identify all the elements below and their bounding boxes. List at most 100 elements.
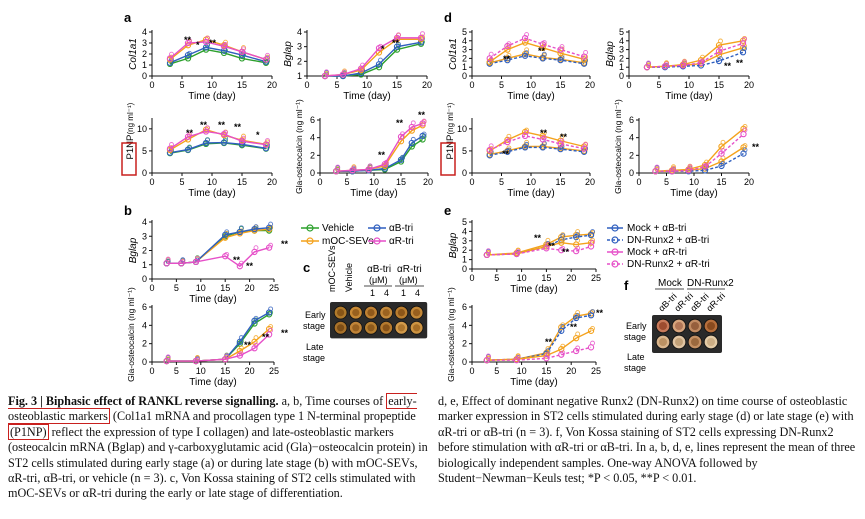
y-tick-label: 3 — [297, 42, 302, 52]
caption-title: Fig. 3 | Biphasic effect of RANKL revers… — [8, 394, 279, 408]
x-tick-label: 20 — [245, 283, 255, 293]
legend-label-mock-artri: Mock + αR-tri — [627, 247, 687, 258]
chart-b1: 0 5 10 15 20 25 0 1 2 3 4 Time (day) Bglap — [128, 217, 279, 305]
chart-a4: 0 5 10 15 20 0 2 4 6 Time (day) Gla-osteocalcin (n… — [294, 99, 433, 199]
replicate-point — [583, 57, 589, 63]
x-tick-label: 0 — [149, 80, 154, 90]
x-tick-label: 20 — [267, 80, 277, 90]
x-axis-label: Time (day) — [510, 377, 557, 388]
x-axis-label: Time (day) — [510, 284, 557, 295]
well-stain — [397, 309, 405, 317]
data-point — [184, 133, 192, 140]
p1np-highlight-box-d — [440, 142, 456, 176]
x-tick-label: 5 — [179, 177, 184, 187]
x-tick-label: 5 — [656, 80, 661, 90]
replicate-point — [704, 162, 709, 168]
panel-c-col-mocsevs: mOC-SEVs — [327, 245, 337, 292]
data-point — [557, 57, 564, 64]
x-tick-label: 0 — [469, 273, 474, 283]
panel-label-b: b — [124, 203, 132, 218]
replicate-point — [720, 148, 726, 154]
replicate-point — [742, 46, 747, 52]
chart-e2: 0 5 10 15 20 25 0 2 4 6 Time (day) Gla-osteocalcin … — [446, 287, 601, 388]
y-tick-label: 4 — [297, 27, 302, 37]
data-point — [251, 225, 258, 233]
replicate-point — [241, 46, 246, 52]
panel-c-col-vehicle: Vehicle — [344, 263, 354, 292]
replicate-point — [524, 129, 530, 135]
well-stain — [413, 309, 421, 317]
data-point — [184, 39, 192, 47]
data-point — [202, 139, 210, 147]
significance-mark: ** — [560, 132, 568, 142]
well-stain — [367, 324, 375, 332]
replicate-point — [590, 340, 595, 346]
chart-a2: 0 5 10 15 20 1 2 3 4 Time (day) Bglap — [283, 27, 432, 102]
replicate-point — [169, 145, 174, 151]
x-axis-label: Time (day) — [507, 91, 554, 102]
significance-mark: ** — [281, 328, 289, 338]
replicate-point — [590, 229, 595, 235]
x-tick-label: 20 — [585, 80, 595, 90]
data-point — [222, 231, 229, 238]
x-tick-label: 10 — [517, 273, 527, 283]
x-tick-label: 10 — [362, 80, 372, 90]
x-tick-label: 20 — [744, 80, 754, 90]
well-stain — [352, 309, 360, 317]
x-tick-label: 10 — [526, 80, 536, 90]
replicate-point — [410, 120, 416, 126]
x-tick-label: 10 — [517, 366, 527, 376]
x-tick-label: 10 — [369, 177, 379, 187]
series-line — [489, 41, 585, 63]
replicate-point — [590, 325, 595, 331]
y-tick-label: 0 — [629, 168, 634, 178]
x-tick-label: 15 — [555, 80, 565, 90]
replicate-point — [335, 164, 341, 170]
x-tick-label: 10 — [207, 177, 217, 187]
x-tick-label: 15 — [237, 177, 247, 187]
replicate-point — [205, 125, 210, 131]
y-tick-label: 1 — [619, 62, 624, 72]
data-point — [251, 345, 258, 352]
data-point — [521, 144, 529, 151]
replicate-point — [742, 36, 747, 42]
panel-c-row-late-1: Late — [306, 342, 324, 352]
y-tick-label: 5 — [142, 146, 147, 156]
replicate-point — [342, 69, 347, 75]
legend-item-dn-abtri: DN-Runx2 + αB-tri — [607, 235, 709, 246]
replicate-point — [169, 142, 174, 147]
data-point — [375, 49, 383, 56]
replicate-point — [238, 345, 244, 351]
replicate-point — [541, 40, 547, 45]
series-line — [166, 246, 270, 268]
replicate-point — [506, 55, 512, 61]
replicate-point — [541, 130, 547, 136]
data-point — [718, 150, 725, 157]
well-stain — [397, 324, 405, 332]
y-tick-label: 5 — [619, 27, 624, 37]
significance-mark: ** — [752, 142, 760, 152]
panel-c-dose-3: 1 — [401, 288, 406, 298]
replicate-point — [253, 315, 259, 321]
data-point — [339, 71, 347, 78]
replicate-point — [590, 309, 595, 315]
replicate-point — [515, 355, 521, 361]
y-tick-label: 2 — [619, 53, 624, 63]
legend-item-mock-artri: Mock + αR-tri — [607, 247, 687, 258]
replicate-point — [205, 137, 210, 143]
y-tick-label: 2 — [142, 49, 147, 59]
replicate-point — [560, 343, 566, 349]
replicate-point — [524, 139, 530, 145]
replicate-point — [420, 34, 425, 40]
replicate-point — [400, 131, 405, 137]
replicate-point — [410, 136, 416, 142]
replicate-point — [524, 47, 530, 53]
replicate-point — [560, 350, 566, 356]
significance-mark: ** — [736, 58, 744, 68]
replicate-point — [559, 138, 565, 144]
replicate-point — [545, 352, 551, 358]
x-tick-label: 15 — [220, 366, 230, 376]
data-point — [393, 43, 401, 50]
y-tick-label: 2 — [297, 56, 302, 66]
